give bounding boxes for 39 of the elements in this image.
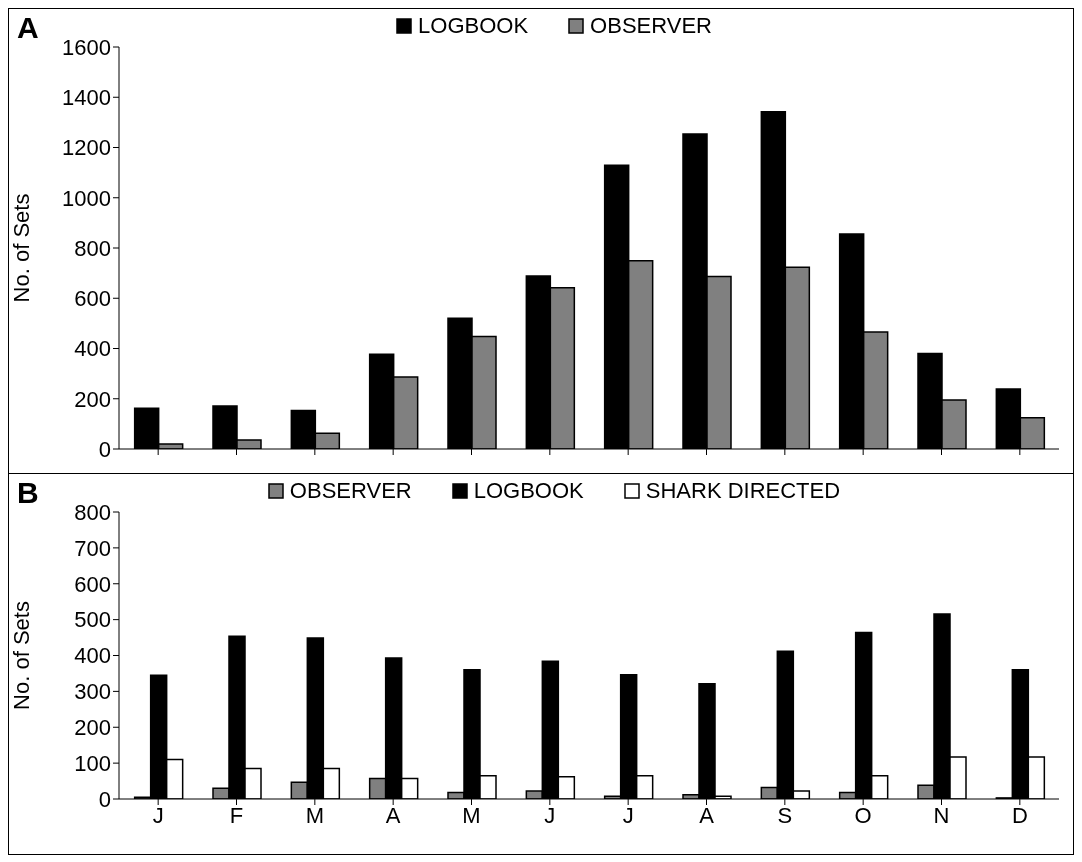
legend-label: OBSERVER xyxy=(289,478,412,504)
x-tick-label: A xyxy=(699,802,715,828)
y-axis-title: No. of Sets xyxy=(8,601,34,710)
x-tick-label: F xyxy=(229,802,244,828)
x-tick-label: M xyxy=(305,802,324,828)
x-tick-label: O xyxy=(854,802,872,828)
y-tick-label: 1200 xyxy=(62,135,111,161)
x-tick-label: J xyxy=(622,802,634,828)
x-tick-label: N xyxy=(933,802,950,828)
x-tick-label: J xyxy=(544,802,556,828)
chart-title: A xyxy=(17,11,39,45)
x-tick-label: J xyxy=(152,802,164,828)
legend-label: LOGBOOK xyxy=(418,13,529,39)
y-tick-label: 600 xyxy=(74,571,111,597)
x-tick-label: M xyxy=(462,802,481,828)
legend-label: SHARK DIRECTED xyxy=(645,478,841,504)
legend-label: LOGBOOK xyxy=(473,478,584,504)
legend-label: OBSERVER xyxy=(590,13,712,39)
y-tick-label: 300 xyxy=(74,679,111,705)
y-tick-label: 0 xyxy=(98,786,111,812)
x-tick-label: S xyxy=(777,802,793,828)
y-tick-label: 800 xyxy=(74,499,111,525)
y-tick-label: 100 xyxy=(74,750,111,776)
x-tick-label: A xyxy=(385,802,401,828)
y-tick-label: 200 xyxy=(74,386,111,412)
y-tick-label: 600 xyxy=(74,286,111,312)
y-tick-label: 400 xyxy=(74,643,111,669)
y-tick-label: 500 xyxy=(74,607,111,633)
y-tick-label: 200 xyxy=(74,715,111,741)
y-tick-label: 1600 xyxy=(62,34,111,60)
y-tick-label: 800 xyxy=(74,235,111,261)
y-tick-label: 1000 xyxy=(62,185,111,211)
y-tick-label: 0 xyxy=(98,436,111,462)
y-tick-label: 400 xyxy=(74,336,111,362)
chart-title: B xyxy=(17,476,39,510)
y-tick-label: 1400 xyxy=(62,85,111,111)
x-tick-label: D xyxy=(1011,802,1028,828)
y-axis-title: No. of Sets xyxy=(8,193,34,303)
y-tick-label: 700 xyxy=(74,535,111,561)
